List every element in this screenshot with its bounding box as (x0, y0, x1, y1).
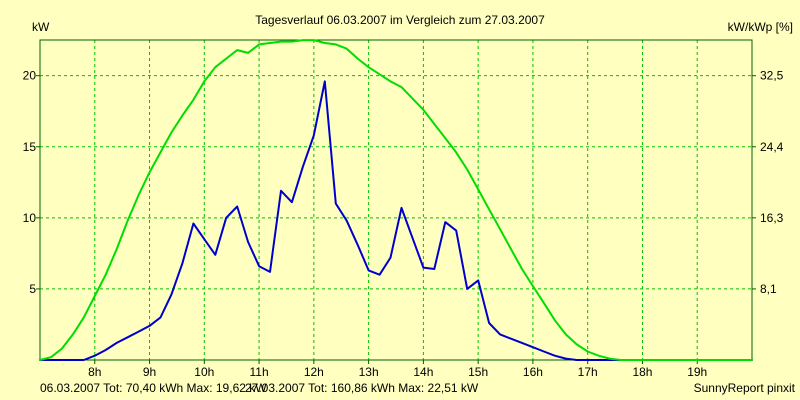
y-right-tick-layer: 8,1 16,3 24,4 32,5 (752, 69, 784, 296)
x-tick-label-7: 15h (468, 365, 488, 379)
grid-layer (40, 40, 752, 360)
y-right-tick-label-2: 24,4 (760, 140, 784, 154)
x-tick-label-1: 9h (143, 365, 156, 379)
x-tick-label-9: 17h (578, 365, 598, 379)
x-tick-layer: 8h 9h 10h 11h 12h 13h 14h 15h 16h 17h 18h 19h (88, 360, 707, 379)
x-tick-label-10: 18h (632, 365, 652, 379)
y-right-tick-label-3: 32,5 (760, 69, 784, 83)
series-line-2 (39, 39, 753, 361)
y-left-tick-label-1: 10 (23, 211, 37, 225)
chart-title: Tagesverlauf 06.03.2007 im Vergleich zum… (255, 13, 545, 27)
x-tick-label-4: 12h (304, 365, 324, 379)
y-axis-left-label: kW (32, 20, 50, 34)
x-tick-label-5: 13h (359, 365, 379, 379)
series-layer (39, 39, 753, 361)
y-left-tick-label-2: 15 (23, 140, 37, 154)
x-tick-label-11: 19h (687, 365, 707, 379)
series-line-1 (39, 80, 753, 361)
footer-credit: SunnyReport pinxit (694, 381, 796, 395)
plot-area (39, 39, 753, 361)
legend-series-2: 27.03.2007 Tot: 160,86 kWh Max: 22,51 kW (245, 381, 479, 395)
x-tick-label-8: 16h (523, 365, 543, 379)
y-right-tick-label-1: 16,3 (760, 211, 784, 225)
x-tick-label-2: 10h (194, 365, 214, 379)
y-left-tick-layer: 5 10 15 20 (23, 69, 40, 296)
y-axis-right-label: kW/kWp [%] (728, 20, 793, 34)
x-tick-label-0: 8h (88, 365, 101, 379)
y-right-tick-label-0: 8,1 (760, 282, 777, 296)
x-tick-label-6: 14h (413, 365, 433, 379)
x-tick-label-3: 11h (250, 365, 269, 379)
y-left-tick-label-0: 5 (29, 282, 36, 296)
legend-series-1: 06.03.2007 Tot: 70,40 kWh Max: 19,62 kW (40, 381, 267, 395)
y-left-tick-label-3: 20 (23, 69, 37, 83)
